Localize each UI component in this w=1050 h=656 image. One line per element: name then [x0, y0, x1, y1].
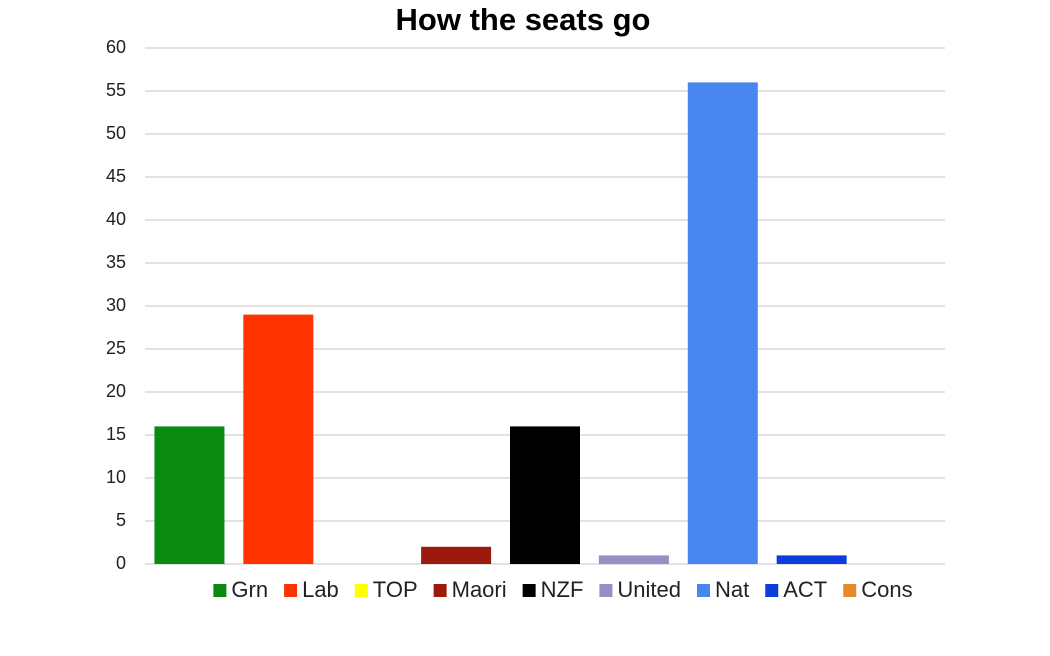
legend-swatch	[697, 584, 710, 597]
y-tick-label: 50	[106, 123, 126, 143]
legend-label: Lab	[302, 577, 339, 602]
y-tick-label: 45	[106, 166, 126, 186]
y-tick-label: 35	[106, 252, 126, 272]
legend-label: Maori	[452, 577, 507, 602]
y-tick-label: 15	[106, 424, 126, 444]
legend-swatch	[213, 584, 227, 597]
legend-label: Cons	[861, 577, 912, 602]
y-tick-label: 40	[106, 209, 126, 229]
bar	[243, 314, 314, 564]
legend: Grn Lab TOP Maori NZF United Nat ACT Cons	[213, 577, 913, 602]
y-tick-label: 55	[106, 80, 126, 100]
legend-label: Grn	[231, 577, 268, 602]
legend-label: TOP	[373, 577, 418, 602]
y-tick-label: 10	[106, 467, 126, 487]
y-tick-label: 30	[106, 295, 126, 315]
legend-label: Nat	[715, 577, 749, 602]
legend-swatch	[354, 584, 368, 597]
y-tick-label: 60	[106, 37, 126, 57]
legend-swatch	[599, 584, 613, 597]
y-tick-label: 20	[106, 381, 126, 401]
legend-label: NZF	[541, 577, 584, 602]
bar	[510, 426, 580, 564]
legend-swatch	[284, 584, 298, 597]
legend-label: ACT	[783, 577, 827, 602]
chart-title: How the seats go	[396, 2, 651, 37]
legend-swatch	[433, 584, 447, 597]
legend-label: United	[617, 577, 681, 602]
legend-swatch	[765, 584, 779, 597]
legend-swatch	[522, 584, 536, 597]
bar	[421, 546, 492, 564]
bar	[598, 555, 669, 564]
bar	[154, 426, 225, 564]
y-tick-label: 25	[106, 338, 126, 358]
bar	[687, 82, 758, 565]
legend-swatch	[843, 584, 857, 597]
y-tick-label: 0	[116, 553, 126, 573]
y-tick-label: 5	[116, 510, 126, 530]
bar	[776, 555, 847, 564]
